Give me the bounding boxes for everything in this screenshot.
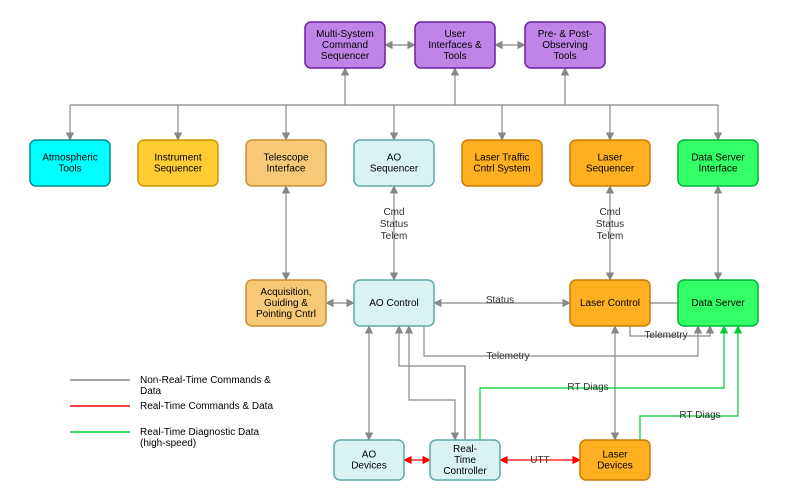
node-label-ui: Interfaces & — [428, 40, 482, 51]
legend-label: (high-speed) — [140, 438, 196, 449]
node-label-aoseq: Sequencer — [370, 164, 419, 175]
node-label-instr: Sequencer — [154, 164, 203, 175]
node-label-laserdev: Laser — [602, 450, 628, 461]
edge-label-utt: UTT — [530, 455, 549, 466]
node-label-ltcs: Cntrl System — [473, 164, 530, 175]
node-label-aodev: AO — [362, 450, 377, 461]
node-label-dsif: Data Server — [691, 153, 745, 164]
node-label-multisys: Command — [322, 40, 368, 51]
node-label-atmos: Atmospheric — [42, 153, 98, 164]
architecture-diagram: CmdStatusTelemCmdStatusTelemStatusTeleme… — [0, 0, 800, 501]
legend-label: Data — [140, 386, 162, 397]
node-label-agp: Acquisition, — [260, 287, 311, 298]
node-label-aoctrl: AO Control — [369, 298, 418, 309]
node-label-rtc: Controller — [443, 466, 487, 477]
edge-label-rtdiags1: RT Diags — [567, 382, 608, 393]
edges — [70, 45, 738, 460]
node-label-aodev: Devices — [351, 461, 387, 472]
legend-label: Real-Time Commands & Data — [140, 401, 273, 412]
node-label-prepost: Pre- & Post- — [538, 29, 592, 40]
node-label-ltcs: Laser Traffic — [475, 153, 530, 164]
edge-label-cmd2: Cmd — [599, 207, 620, 218]
node-label-laserctrl: Laser Control — [580, 298, 640, 309]
node-label-laserdev: Devices — [597, 461, 633, 472]
node-label-agp: Guiding & — [264, 298, 308, 309]
node-label-agp: Pointing Cntrl — [256, 309, 316, 320]
node-label-laserseq: Sequencer — [586, 164, 635, 175]
edge-label-cmd1: Cmd — [383, 207, 404, 218]
node-label-aoseq: AO — [387, 153, 402, 164]
node-label-prepost: Observing — [542, 40, 588, 51]
node-label-multisys: Sequencer — [321, 51, 370, 62]
node-label-rtc: Real- — [453, 444, 477, 455]
node-label-prepost: Tools — [553, 51, 576, 62]
node-label-telif: Interface — [267, 164, 306, 175]
edge-label-telemetry1: Telemetry — [486, 351, 529, 362]
edge-label-telemetry2: Telemetry — [644, 330, 687, 341]
node-label-ui: User — [444, 29, 466, 40]
legend-label: Non-Real-Time Commands & — [140, 375, 271, 386]
legend-label: Real-Time Diagnostic Data — [140, 427, 260, 438]
node-label-dsif: Interface — [699, 164, 738, 175]
node-label-ui: Tools — [443, 51, 466, 62]
node-label-atmos: Tools — [58, 164, 81, 175]
edge-label-cmd1: Telem — [381, 231, 408, 242]
node-label-dataserver: Data Server — [691, 298, 745, 309]
edge-label-rtdiags2: RT Diags — [679, 410, 720, 421]
edge-label-cmd1: Status — [380, 219, 408, 230]
node-label-laserseq: Laser — [597, 153, 623, 164]
node-label-instr: Instrument — [154, 153, 201, 164]
edge-label-cmd2: Telem — [597, 231, 624, 242]
node-label-rtc: Time — [454, 455, 476, 466]
edge-label-cmd2: Status — [596, 219, 624, 230]
edge-label-status: Status — [486, 295, 514, 306]
node-label-telif: Telescope — [263, 153, 308, 164]
node-label-multisys: Multi-System — [316, 29, 374, 40]
legend: Non-Real-Time Commands &Data Real-Time Co… — [70, 375, 273, 449]
